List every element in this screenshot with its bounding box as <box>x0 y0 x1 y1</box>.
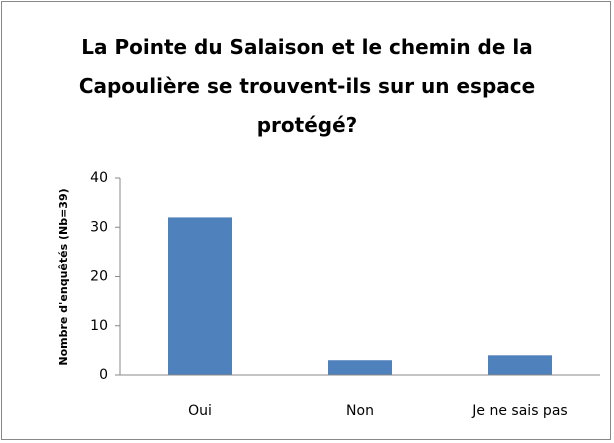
bar <box>488 355 552 375</box>
y-axis-label: Nombre d'enquêtés (Nb=39) <box>57 188 70 365</box>
y-tick-label: 0 <box>99 367 108 383</box>
x-tick-label: Non <box>346 403 374 419</box>
y-tick-label: 10 <box>90 318 108 334</box>
x-tick-label: Oui <box>188 403 212 419</box>
x-tick-label: Je ne sais pas <box>471 403 567 419</box>
y-tick-label: 20 <box>90 269 108 285</box>
y-tick-label: 30 <box>90 219 108 235</box>
y-tick-label: 40 <box>90 170 108 186</box>
bar <box>168 217 232 375</box>
chart-title: La Pointe du Salaison et le chemin de la… <box>78 35 536 137</box>
bar <box>328 360 392 375</box>
